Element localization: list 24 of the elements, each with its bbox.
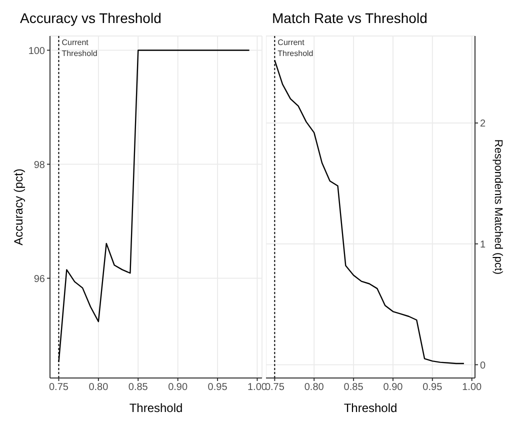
x-tick-label: 0.85: [344, 382, 364, 394]
x-tick-label: 1.00: [462, 382, 482, 394]
ref-line-label: Current Threshold: [62, 38, 98, 58]
x-tick-label: 0.95: [208, 382, 228, 394]
ref-line-label: Current Threshold: [278, 38, 314, 58]
x-axis-title: Threshold: [129, 401, 183, 415]
x-tick-label: 0.90: [383, 382, 404, 394]
chart-title: Match Rate vs Threshold: [271, 9, 428, 28]
y2-tick-label: 1: [480, 239, 486, 250]
y-tick-label: 100: [28, 46, 46, 57]
x-tick-label: 0.95: [422, 382, 443, 394]
x-tick-label: 0.80: [88, 382, 109, 394]
x-tick-label: 0.90: [168, 382, 188, 394]
y-axis-title: Accuracy (pct): [11, 168, 26, 246]
y-tick-label: 98: [34, 160, 46, 171]
x-tick-label: 0.75: [49, 382, 69, 394]
y2-tick-label: 2: [480, 118, 486, 130]
y2-tick-label: 0: [480, 360, 486, 372]
x-tick-label: 0.80: [304, 382, 324, 394]
chart-title: Accuracy vs Threshold: [19, 9, 162, 28]
x-axis-title: Threshold: [344, 401, 398, 415]
y-tick-label: 96: [34, 274, 46, 285]
y2-axis-title: Respondents Matched (pct): [492, 139, 504, 275]
x-tick-label: 0.85: [128, 382, 148, 394]
